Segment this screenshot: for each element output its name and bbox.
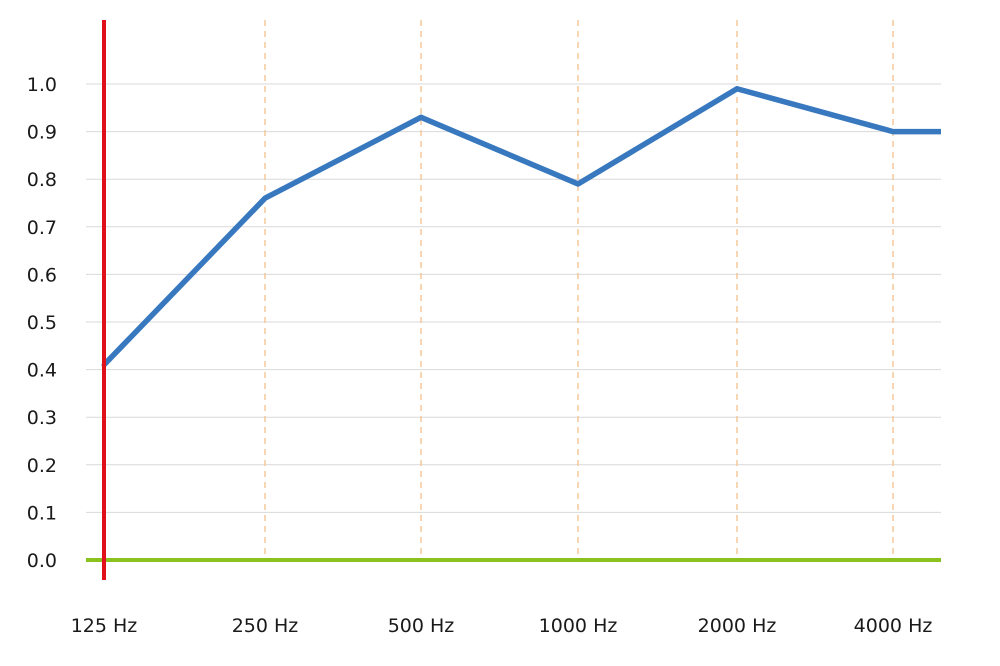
x-tick-labels: 125 Hz 250 Hz 500 Hz 1000 Hz 2000 Hz 4000 Hz (71, 615, 933, 637)
y-tick-label: 0.7 (27, 217, 57, 239)
y-tick-labels: 0.0 0.1 0.2 0.3 0.4 0.5 0.6 0.7 0.8 0.9 1.0 (27, 74, 57, 572)
data-point (890, 129, 896, 135)
y-tick-label: 0.6 (27, 264, 57, 286)
x-tick-label: 250 Hz (232, 615, 299, 637)
y-tick-label: 0.2 (27, 455, 57, 477)
y-tick-label: 0.4 (27, 360, 57, 382)
category-guide-lines (264, 20, 894, 560)
y-tick-label: 0.3 (27, 407, 57, 429)
y-tick-label: 0.8 (27, 169, 57, 191)
data-point (575, 181, 581, 187)
y-tick-label: 0.1 (27, 502, 57, 524)
y-tick-label: 0.0 (27, 550, 57, 572)
data-point (734, 86, 740, 92)
x-tick-label: 1000 Hz (539, 615, 618, 637)
y-tick-label: 0.9 (27, 122, 57, 144)
data-point (262, 195, 268, 201)
x-tick-label: 4000 Hz (854, 615, 933, 637)
x-tick-label: 125 Hz (71, 615, 138, 637)
y-tick-label: 1.0 (27, 74, 57, 96)
horizontal-gridlines (86, 83, 941, 513)
x-tick-label: 500 Hz (388, 615, 455, 637)
x-tick-label: 2000 Hz (698, 615, 777, 637)
y-tick-label: 0.5 (27, 312, 57, 334)
data-point (418, 114, 424, 120)
